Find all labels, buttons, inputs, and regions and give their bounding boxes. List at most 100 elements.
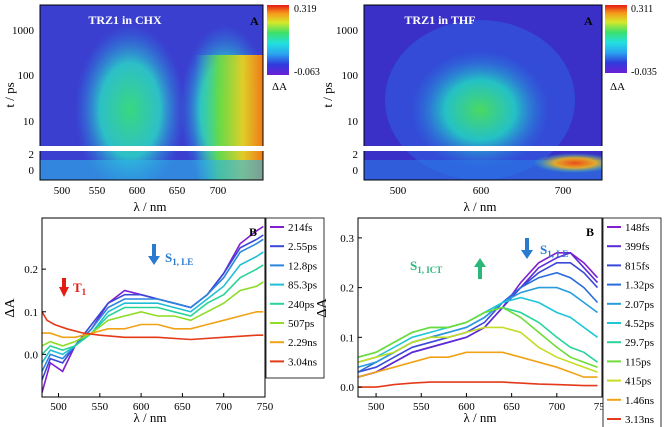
colorbar-right: 0.311 -0.035 ΔA xyxy=(605,4,657,93)
legend-label-2.29ns: 2.29ns xyxy=(288,337,317,349)
legend-label-1.46ns: 1.46ns xyxy=(625,395,654,407)
x-tick-label: 550 xyxy=(413,401,430,413)
annotation-s1-ict-main: S xyxy=(410,258,417,273)
series-line-815fs xyxy=(358,262,599,373)
y-tick-label: 0.3 xyxy=(340,233,354,245)
legend-label-240ps: 240ps xyxy=(288,299,314,311)
red-up-arrow-icon xyxy=(59,278,69,297)
series-line-2.55ps xyxy=(42,234,264,381)
legend-label-815fs: 815fs xyxy=(625,260,649,272)
annotation-s1-le-left-sub: 1, LE xyxy=(172,257,193,267)
legend-label-2.07ps: 2.07ps xyxy=(625,299,654,311)
heatmap-right-frame xyxy=(363,4,603,181)
heatmap-right-blob-ict xyxy=(410,50,550,170)
series-line-507ps xyxy=(42,281,264,347)
annotation-s1-le-left-text: S1, LE xyxy=(165,250,193,267)
heatmap-left-title: TRZ1 in CHX xyxy=(88,13,162,27)
x-tick-label: 500 xyxy=(368,401,385,413)
spectra-right-ylabel: ΔA xyxy=(315,298,330,318)
heatmap-right-ylabel: t / ps xyxy=(320,82,335,107)
spectra-right-legend: 148fs 399fs 815fs 1.32ps 2.07ps 4.52ps 29.7ps 1… xyxy=(602,217,662,427)
heatmap-left-early-band xyxy=(40,160,263,180)
heatmap-left-blob-le xyxy=(75,25,185,180)
spectra-left-frame xyxy=(41,217,266,398)
spectra-left-ylabel: ΔA xyxy=(3,298,18,318)
spectra-right-xlabel: λ / nm xyxy=(463,410,496,425)
legend-label-85.3ps: 85.3ps xyxy=(288,280,317,292)
heatmap-right-hotspot xyxy=(533,153,602,173)
legend-label-1.32ps: 1.32ps xyxy=(625,280,654,292)
annotation-s1-le-right: S1, LE xyxy=(521,238,568,259)
x-tick-label: 550 xyxy=(92,401,109,413)
heatmap-left-xticks: 500 550 600 650 700 xyxy=(54,185,227,197)
annotation-t1-main: T xyxy=(73,280,82,295)
heatmap-right-xlabel: λ / nm xyxy=(463,199,496,214)
heatmap-right-xticks: 500 600 700 xyxy=(390,185,572,197)
series-line-85.3ps xyxy=(42,251,264,364)
legend-label-415ps: 415ps xyxy=(625,376,651,388)
spectra-left-legend-box xyxy=(265,217,325,379)
y-tick-label: 0.0 xyxy=(340,382,354,394)
legend-label-2.55ps: 2.55ps xyxy=(288,241,317,253)
spectra-left-series-group xyxy=(42,225,264,393)
y-tick-label: 0.1 xyxy=(340,332,354,344)
heatmap-left-ytick-2: 2 xyxy=(29,149,35,161)
heatmap-left-panel-label: A xyxy=(250,14,259,28)
heatmap-right-yticks: 10 100 1000 0 2 xyxy=(336,25,359,177)
x-tick-label: 650 xyxy=(174,401,191,413)
heatmap-right-ytick-1000: 1000 xyxy=(336,25,359,37)
heatmap-left-ytick-0: 0 xyxy=(29,165,35,177)
x-tick-label: 500 xyxy=(50,401,67,413)
annotation-s1-le-right-main: S xyxy=(540,242,547,257)
legend-label-12.8ps: 12.8ps xyxy=(288,260,317,272)
heatmap-right-panel-label: A xyxy=(584,14,593,28)
spectra-left-panel-label: B xyxy=(249,225,257,239)
annotation-s1-le-right-text: S1, LE xyxy=(540,242,568,259)
y-tick-label: 0.0 xyxy=(24,349,38,361)
heatmap-left-ylabel: t / ps xyxy=(2,82,17,107)
legend-label-3.04ns: 3.04ns xyxy=(288,356,317,368)
legend-label-4.52ps: 4.52ps xyxy=(625,318,654,330)
x-tick-label: 600 xyxy=(458,401,475,413)
colorbar-left: 0.319 -0.063 ΔA xyxy=(267,4,320,93)
annotation-s1-le-left: S1, LE xyxy=(148,244,193,267)
axis-break-band-right xyxy=(362,146,605,151)
series-line-3.04ns xyxy=(42,311,264,341)
series-line-3.13ns xyxy=(358,381,598,388)
series-line-240ps xyxy=(42,264,264,355)
heatmap-right-ytick-0: 0 xyxy=(353,165,359,177)
colorbar-left-max: 0.319 xyxy=(294,4,317,15)
series-line-12.8ps xyxy=(42,238,264,372)
colorbar-right-min: -0.035 xyxy=(631,67,657,78)
legend-label-3.13ns: 3.13ns xyxy=(625,414,654,426)
legend-label-29.7ps: 29.7ps xyxy=(625,337,654,349)
colorbar-right-gradient xyxy=(605,5,627,73)
heatmap-left-xtick-500: 500 xyxy=(54,185,71,197)
heatmap-right-xtick-700: 700 xyxy=(555,185,572,197)
legend-label-115ps: 115ps xyxy=(625,356,651,368)
heatmap-left-yticks: 10 100 1000 0 2 xyxy=(12,25,35,177)
colorbar-left-gradient xyxy=(267,5,289,75)
legend-label-148fs: 148fs xyxy=(625,222,649,234)
y-tick-label: 0.2 xyxy=(340,283,354,295)
spectra-right-frame xyxy=(357,217,603,398)
spectra-left-legend: 214fs 2.55ps 12.8ps 85.3ps 240ps 507ps 2.29ns 3… xyxy=(265,217,325,379)
colorbar-right-max: 0.311 xyxy=(631,4,653,15)
annotation-s1-ict-text: S1, ICT xyxy=(410,258,442,275)
heatmap-left-xlabel: λ / nm xyxy=(133,199,166,214)
heatmap-right-xtick-500: 500 xyxy=(390,185,407,197)
legend-label-399fs: 399fs xyxy=(625,241,649,253)
annotation-t1: T1 xyxy=(59,278,87,297)
spectra-right-series-group xyxy=(358,251,599,388)
heatmap-left-xtick-550: 550 xyxy=(89,185,106,197)
heatmap-panel-right: TRZ1 in THF A 10 100 1000 0 2 500 600 70… xyxy=(320,4,657,214)
annotation-s1-ict-sub: 1, ICT xyxy=(417,265,442,275)
heatmap-right-title: TRZ1 in THF xyxy=(404,13,475,27)
x-tick-label: 700 xyxy=(215,401,232,413)
heatmap-left-xtick-600: 600 xyxy=(129,185,146,197)
heatmap-panel-left: TRZ1 in CHX A 10 100 1000 0 2 500 550 60… xyxy=(2,4,320,214)
